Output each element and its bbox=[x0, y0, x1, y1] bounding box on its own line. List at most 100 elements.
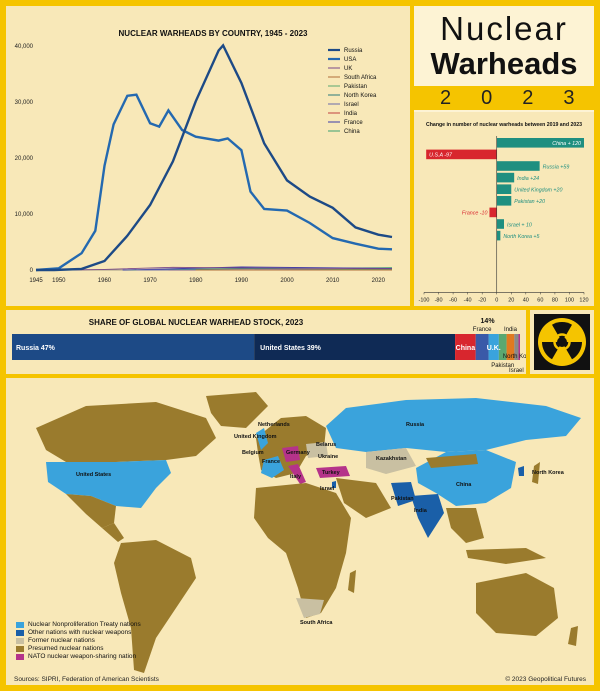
change-bar-label: China + 120 bbox=[552, 141, 581, 147]
label-india: India bbox=[414, 508, 428, 514]
share-chart: SHARE OF GLOBAL NUCLEAR WARHEAD STOCK, 2… bbox=[12, 318, 536, 374]
change-bar bbox=[496, 138, 584, 148]
series-line-france bbox=[122, 266, 393, 271]
label-pakistan: Pakistan bbox=[391, 496, 414, 502]
share-label: France bbox=[473, 327, 492, 333]
title-nuclear: Nuclear bbox=[440, 10, 568, 47]
copyright-text: © 2023 Geopolitical Futures bbox=[505, 676, 586, 683]
change-bar-label: Israel + 10 bbox=[507, 222, 532, 228]
kazakhstan-shape bbox=[366, 448, 416, 474]
change-bar bbox=[489, 207, 497, 218]
change-tick-label: 40 bbox=[523, 297, 529, 303]
japan-shape bbox=[532, 462, 540, 484]
x-tick-label: 1960 bbox=[98, 278, 112, 284]
line-chart-panel: NUCLEAR WARHEADS BY COUNTRY, 1945 - 2023… bbox=[6, 6, 410, 306]
southeast-asia-shape bbox=[446, 508, 484, 543]
x-tick-label: 2010 bbox=[326, 278, 340, 284]
change-bar bbox=[496, 161, 540, 171]
middle-east-shape bbox=[336, 478, 391, 518]
label-italy: Italy bbox=[290, 474, 302, 480]
label-south-africa: South Africa bbox=[300, 620, 333, 626]
central-america-shape bbox=[102, 523, 124, 542]
ukraine-shape bbox=[306, 442, 328, 458]
usa-shape bbox=[46, 460, 171, 508]
legend-former: Former nuclear nations bbox=[16, 637, 141, 644]
legend-label: France bbox=[344, 120, 363, 126]
y-tick-label: 30,000 bbox=[15, 100, 34, 106]
title-panel: Nuclear Warheads 2023 bbox=[414, 6, 594, 112]
x-tick-label: 2000 bbox=[280, 278, 294, 284]
share-panel: SHARE OF GLOBAL NUCLEAR WARHEAD STOCK, 2… bbox=[6, 310, 536, 374]
label-germany: Germany bbox=[286, 450, 311, 456]
south-africa-shape bbox=[296, 598, 324, 618]
change-chart: Change in number of nuclear warheads bet… bbox=[418, 122, 588, 303]
label-uk: United Kingdom bbox=[234, 434, 277, 440]
radiation-panel bbox=[530, 310, 594, 374]
share-segment-pakistan bbox=[498, 334, 507, 360]
share-label: China bbox=[456, 345, 476, 352]
change-bar bbox=[496, 172, 515, 183]
change-chart-title: Change in number of nuclear warheads bet… bbox=[426, 122, 582, 128]
legend-label: Pakistan bbox=[344, 84, 367, 90]
legend-label: China bbox=[344, 129, 360, 135]
share-segment-india bbox=[506, 334, 515, 360]
line-chart-title: NUCLEAR WARHEADS BY COUNTRY, 1945 - 2023 bbox=[119, 29, 308, 38]
africa-shape bbox=[254, 483, 351, 618]
share-segment-israel bbox=[514, 334, 519, 360]
indonesia-shape bbox=[466, 548, 546, 564]
legend-label: South Africa bbox=[344, 75, 377, 81]
change-bar-label: Pakistan +20 bbox=[514, 199, 545, 205]
share-segment-north-korea bbox=[518, 334, 520, 360]
change-tick-label: 60 bbox=[537, 297, 543, 303]
label-turkey: Turkey bbox=[322, 470, 341, 476]
change-tick-label: 120 bbox=[579, 297, 588, 303]
change-bar bbox=[496, 219, 504, 229]
legend-label: UK bbox=[344, 66, 352, 72]
map-legend: Nuclear Nonproliferation Treaty nations … bbox=[16, 621, 141, 661]
share-group-label: 14% bbox=[481, 318, 496, 325]
title-warheads: Warheads bbox=[430, 46, 578, 81]
israel-shape bbox=[332, 481, 336, 488]
label-belgium: Belgium bbox=[242, 450, 264, 456]
canada-shape bbox=[36, 402, 216, 462]
legend-npt: Nuclear Nonproliferation Treaty nations bbox=[16, 621, 141, 628]
label-israel: Israel bbox=[320, 486, 335, 492]
change-tick-label: -100 bbox=[418, 297, 429, 303]
change-tick-label: -80 bbox=[435, 297, 443, 303]
world-map: United States Russia China India Pakista… bbox=[6, 378, 594, 685]
series-line-usa bbox=[35, 93, 393, 272]
change-tick-label: 100 bbox=[565, 297, 574, 303]
x-tick-label: 1970 bbox=[143, 278, 157, 284]
series-line-uk bbox=[67, 266, 393, 271]
pakistan-shape bbox=[391, 482, 416, 506]
share-label: India bbox=[504, 327, 518, 333]
y-tick-label: 0 bbox=[30, 268, 34, 274]
label-belarus: Belarus bbox=[316, 442, 336, 448]
sources-text: Sources: SIPRI, Federation of American S… bbox=[14, 676, 159, 683]
series-line-russia bbox=[36, 43, 393, 272]
y-tick-label: 40,000 bbox=[15, 44, 34, 50]
label-north-korea: North Korea bbox=[532, 470, 565, 476]
y-tick-label: 20,000 bbox=[15, 156, 34, 162]
change-tick-label: 80 bbox=[552, 297, 558, 303]
change-bar bbox=[496, 196, 512, 206]
label-france: France bbox=[262, 459, 280, 465]
x-tick-label: 1980 bbox=[189, 278, 203, 284]
label-kazakhstan: Kazakhstan bbox=[376, 456, 407, 462]
germany-shape bbox=[282, 446, 300, 462]
change-tick-label: 0 bbox=[495, 297, 498, 303]
share-chart-title: SHARE OF GLOBAL NUCLEAR WARHEAD STOCK, 2… bbox=[89, 318, 304, 327]
change-bar-label: United Kingdom +20 bbox=[514, 188, 562, 194]
change-bar bbox=[426, 149, 497, 160]
share-label: United States 39% bbox=[260, 345, 321, 352]
share-segment-u-k- bbox=[488, 334, 499, 360]
change-bar-label: France -10 bbox=[462, 211, 488, 217]
change-tick-label: 20 bbox=[508, 297, 514, 303]
share-label: North Korea bbox=[503, 354, 526, 360]
change-bar-label: North Korea +5 bbox=[503, 234, 539, 240]
mongolia-shape bbox=[426, 454, 478, 468]
change-bar-label: Russia +59 bbox=[543, 164, 570, 170]
france-shape bbox=[261, 456, 284, 478]
radiation-icon bbox=[534, 314, 590, 370]
south-america-shape bbox=[114, 540, 196, 673]
